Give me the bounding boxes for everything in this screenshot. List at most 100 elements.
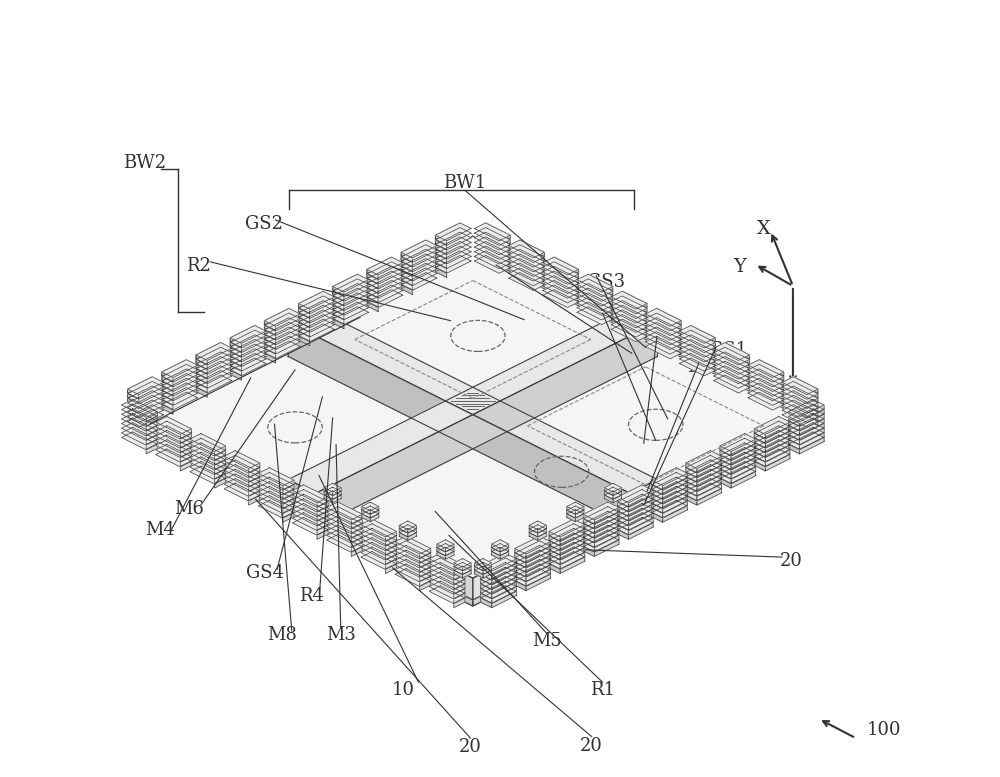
Polygon shape (492, 577, 516, 594)
Polygon shape (549, 555, 560, 564)
Polygon shape (230, 340, 266, 357)
Polygon shape (156, 430, 191, 448)
Polygon shape (264, 336, 289, 353)
Polygon shape (264, 313, 289, 329)
Polygon shape (162, 374, 198, 392)
Polygon shape (264, 341, 289, 357)
Polygon shape (680, 326, 715, 343)
Polygon shape (588, 307, 613, 323)
Polygon shape (454, 584, 465, 594)
Polygon shape (475, 563, 492, 571)
Polygon shape (473, 500, 630, 600)
Polygon shape (224, 483, 260, 501)
Polygon shape (765, 450, 790, 466)
Polygon shape (629, 518, 653, 535)
Polygon shape (714, 371, 750, 388)
Polygon shape (697, 475, 722, 491)
Polygon shape (316, 315, 473, 415)
Polygon shape (748, 383, 784, 401)
Polygon shape (258, 477, 294, 495)
Polygon shape (588, 298, 613, 314)
Polygon shape (196, 375, 221, 392)
Polygon shape (617, 521, 629, 530)
Polygon shape (788, 421, 799, 430)
Polygon shape (759, 392, 784, 409)
Polygon shape (577, 279, 613, 297)
Polygon shape (196, 364, 207, 374)
Polygon shape (215, 455, 226, 465)
Polygon shape (520, 259, 544, 275)
Polygon shape (367, 288, 378, 298)
Polygon shape (657, 341, 681, 357)
Polygon shape (481, 584, 492, 594)
Polygon shape (333, 288, 357, 305)
Polygon shape (492, 587, 516, 603)
Polygon shape (788, 409, 824, 427)
Polygon shape (799, 423, 824, 440)
Polygon shape (215, 451, 226, 460)
Polygon shape (765, 422, 790, 438)
Polygon shape (435, 263, 446, 273)
Polygon shape (162, 383, 186, 399)
Polygon shape (156, 421, 191, 439)
Polygon shape (454, 580, 465, 589)
Polygon shape (264, 326, 276, 335)
Polygon shape (691, 358, 715, 375)
Polygon shape (793, 382, 818, 398)
Polygon shape (500, 552, 509, 559)
Polygon shape (543, 285, 579, 303)
Polygon shape (367, 285, 403, 303)
Polygon shape (725, 366, 750, 382)
Polygon shape (549, 550, 560, 559)
Polygon shape (367, 274, 378, 284)
Polygon shape (515, 555, 551, 573)
Polygon shape (146, 444, 157, 454)
Polygon shape (613, 491, 622, 499)
Polygon shape (401, 259, 437, 277)
Polygon shape (720, 434, 756, 451)
Polygon shape (420, 577, 431, 586)
Polygon shape (549, 536, 560, 545)
Polygon shape (454, 594, 465, 603)
Polygon shape (725, 347, 750, 364)
Polygon shape (299, 296, 323, 312)
Polygon shape (324, 488, 333, 496)
Polygon shape (367, 262, 403, 280)
Polygon shape (333, 287, 344, 296)
Polygon shape (327, 535, 362, 552)
Polygon shape (230, 330, 255, 347)
Polygon shape (720, 457, 756, 475)
Polygon shape (515, 569, 551, 587)
Polygon shape (657, 332, 681, 348)
Polygon shape (435, 242, 460, 258)
Polygon shape (748, 378, 784, 396)
Polygon shape (264, 308, 289, 325)
Polygon shape (401, 271, 412, 280)
Polygon shape (617, 499, 653, 517)
Polygon shape (351, 538, 362, 547)
Polygon shape (583, 525, 619, 543)
Polygon shape (652, 500, 687, 518)
Polygon shape (549, 559, 560, 569)
Polygon shape (788, 444, 799, 454)
Polygon shape (492, 568, 516, 584)
Text: X: X (757, 220, 771, 238)
Polygon shape (691, 344, 715, 361)
Polygon shape (264, 327, 289, 343)
Polygon shape (652, 482, 687, 500)
Polygon shape (720, 469, 731, 479)
Polygon shape (196, 352, 232, 370)
Polygon shape (604, 491, 613, 499)
Polygon shape (288, 407, 445, 507)
Polygon shape (317, 525, 328, 535)
Polygon shape (714, 361, 750, 379)
Polygon shape (435, 235, 446, 245)
Polygon shape (577, 284, 613, 301)
Polygon shape (401, 254, 437, 272)
Polygon shape (367, 280, 403, 298)
Polygon shape (754, 416, 790, 434)
Polygon shape (611, 296, 647, 314)
Polygon shape (617, 530, 629, 539)
Text: 20: 20 (780, 552, 803, 570)
Polygon shape (401, 249, 437, 267)
